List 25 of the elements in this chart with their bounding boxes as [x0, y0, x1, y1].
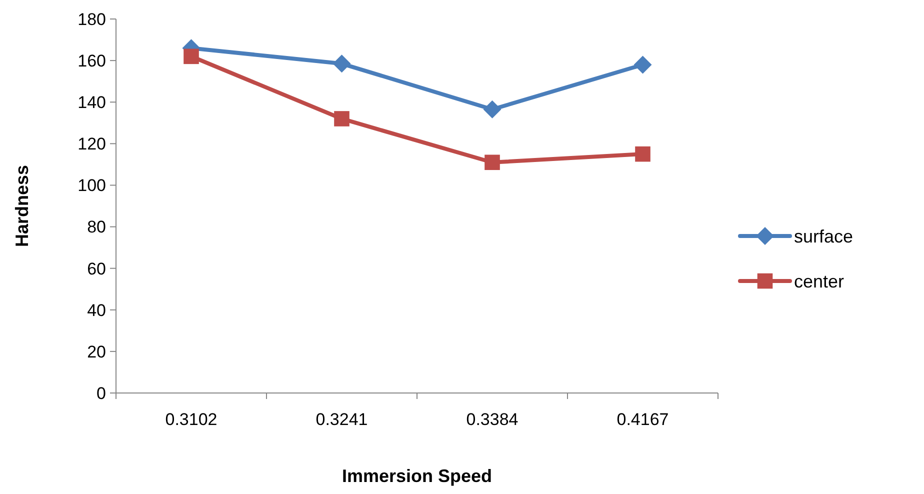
point [634, 56, 652, 74]
point [332, 54, 351, 73]
x-axis-title: Immersion Speed [342, 466, 492, 486]
y-axis-title: Hardness [12, 164, 32, 248]
legend-label: center [794, 271, 844, 292]
y-tick-label: 140 [78, 93, 106, 112]
x-tick-label: 0.3102 [165, 410, 218, 429]
y-tick-label: 80 [87, 218, 106, 237]
y-tick-label: 20 [87, 342, 106, 362]
y-tick-label: 160 [78, 52, 106, 71]
y-tick-label: 60 [87, 259, 106, 278]
point [484, 154, 500, 170]
y-tick-label: 180 [78, 10, 106, 29]
point [483, 100, 502, 118]
x-tick-label: 0.4167 [616, 410, 669, 429]
y-tick-label: 40 [87, 300, 106, 320]
y-tick-label: 0 [96, 384, 106, 403]
y-tick-label: 120 [78, 134, 106, 154]
point [184, 48, 199, 64]
y-tick-label: 100 [78, 176, 106, 196]
point [635, 146, 650, 162]
x-tick-label: 0.3241 [316, 410, 368, 429]
x-tick-label: 0.3384 [466, 410, 518, 429]
point [334, 111, 350, 126]
legend-label: surface [794, 226, 854, 246]
